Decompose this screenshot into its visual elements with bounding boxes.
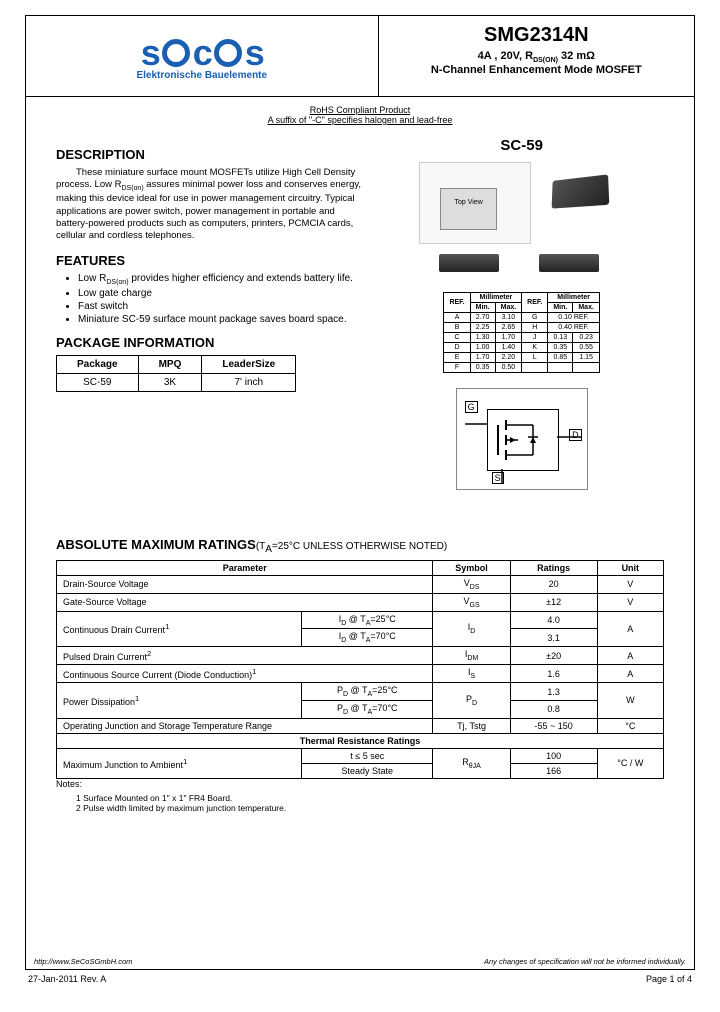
logo-c: c [193, 32, 211, 74]
part-spec: 4A , 20V, RDS(ON) 32 mΩ [387, 50, 686, 64]
list-item: Low RDS(on) provides higher efficiency a… [78, 273, 364, 286]
logo-block: s c s Elektronische Bauelemente [26, 16, 379, 96]
part-number: SMG2314N [387, 24, 686, 47]
list-item: Low gate charge [78, 288, 364, 299]
ratings-table: Parameter Symbol Ratings Unit Drain-Sour… [56, 560, 664, 779]
logo-e-icon [162, 39, 190, 67]
list-item: Miniature SC-59 surface mount package sa… [78, 314, 364, 325]
package-type-label: SC-59 [379, 137, 664, 154]
page-footer: 27-Jan-2011 Rev. A Page 1 of 4 [25, 974, 695, 984]
description-text: These miniature surface mount MOSFETs ut… [56, 167, 364, 243]
dimension-table: REF. Millimeter REF. Millimeter Min.Max.… [443, 292, 599, 373]
description-title: DESCRIPTION [56, 147, 364, 162]
features-title: FEATURES [56, 253, 364, 268]
package-info-table: Package MPQ LeaderSize SC-59 3K 7' inch [56, 355, 296, 392]
logo-o-icon [214, 39, 242, 67]
package-side-views [379, 249, 664, 284]
notes-list: 1 Surface Mounted on 1" x 1" FR4 Board. … [56, 793, 664, 813]
package-top-view: Top View [419, 162, 531, 244]
logo-s2: s [245, 32, 263, 74]
part-description: N-Channel Enhancement Mode MOSFET [387, 64, 686, 76]
logo-s1: s [141, 32, 159, 74]
inner-footer: http://www.SeCoSGmbH.com Any changes of … [34, 957, 686, 966]
list-item: Fast switch [78, 301, 364, 312]
package-3d-view [539, 162, 624, 242]
ratings-title: ABSOLUTE MAXIMUM RATINGS(TA=25°C UNLESS … [56, 537, 664, 555]
package-info-title: PACKAGE INFORMATION [56, 335, 364, 350]
logo-subtitle: Elektronische Bauelemente [136, 70, 267, 81]
features-list: Low RDS(on) provides higher efficiency a… [56, 273, 364, 325]
package-drawings: Top View [379, 162, 664, 244]
rohs-notice: RoHS Compliant Product A suffix of "-C" … [26, 105, 694, 125]
notes-label: Notes: [56, 779, 664, 789]
schematic-symbol: G D S [456, 388, 588, 490]
